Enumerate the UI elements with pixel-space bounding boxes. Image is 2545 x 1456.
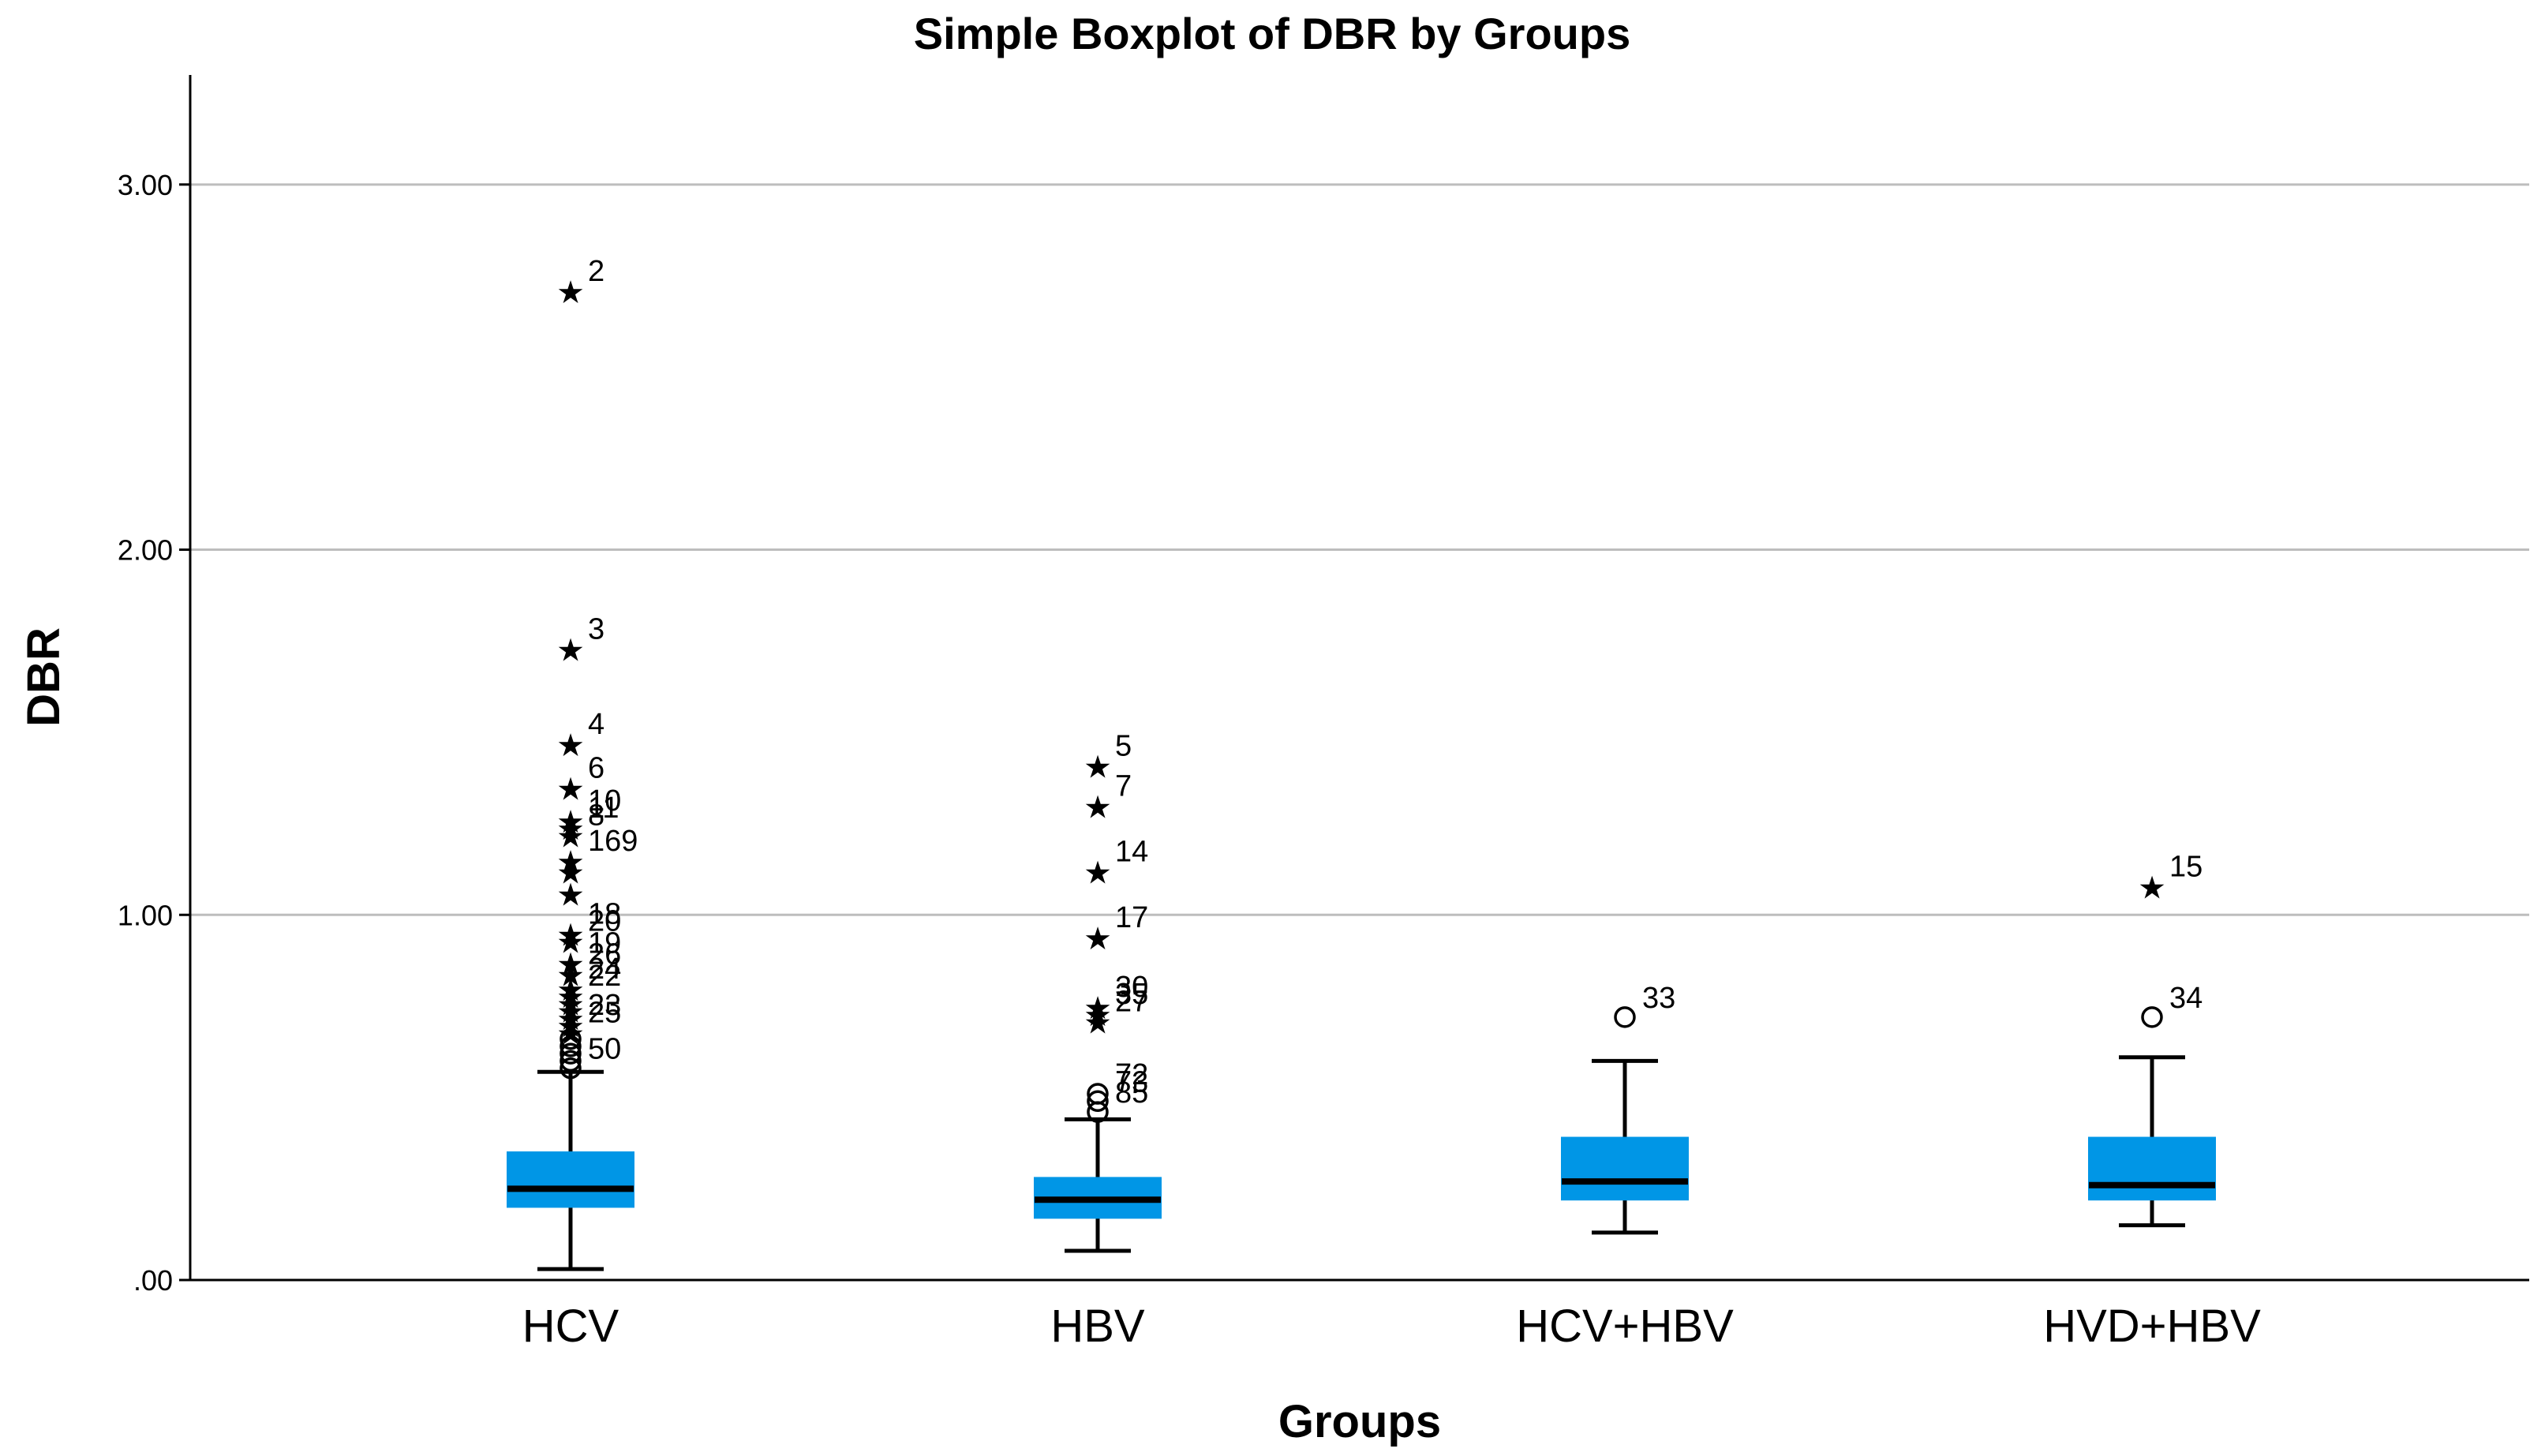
outlier-circle (1614, 1006, 1636, 1028)
outlier-circle (560, 1057, 582, 1080)
outlier-star: ★ (1083, 750, 1112, 786)
outlier-label: 17 (1115, 901, 1148, 934)
outlier-star: ★ (1083, 855, 1112, 892)
outlier-star: ★ (1083, 990, 1112, 1027)
y-axis-label: DBR (18, 627, 69, 727)
outlier-star: ★ (556, 275, 585, 311)
outlier-star: ★ (556, 811, 585, 848)
outlier-label: 22 (588, 960, 621, 993)
outlier-label: 5 (1115, 730, 1132, 763)
outlier-label: 6 (588, 751, 604, 784)
outlier-star: ★ (556, 728, 585, 764)
outlier-circle (560, 1042, 582, 1065)
iqr-box (2088, 1136, 2216, 1201)
outlier-circle (1087, 1090, 1109, 1113)
outlier-label: 20 (588, 905, 621, 938)
outlier-star: ★ (556, 979, 585, 1016)
outlier-star: ★ (556, 946, 585, 983)
outlier-star: ★ (2138, 870, 2166, 906)
outlier-label: 11 (588, 792, 619, 825)
chart-title: Simple Boxplot of DBR by Groups (914, 9, 1630, 58)
y-tick-label: 3.00 (118, 169, 173, 201)
boxes (507, 1055, 2216, 1271)
outlier-label: 23 (588, 989, 621, 1022)
outlier-label: 34 (2169, 982, 2203, 1015)
outlier-star: ★ (556, 957, 585, 994)
outlier-star: ★ (1083, 997, 1112, 1034)
gridlines (190, 183, 2529, 916)
outlier-circle (560, 1035, 582, 1057)
outlier-star: ★ (556, 1001, 585, 1038)
outlier-star: ★ (1083, 1005, 1112, 1041)
outlier-star: ★ (1083, 789, 1112, 825)
outlier-label: 169 (588, 825, 638, 858)
outlier-label: 85 (1115, 1076, 1148, 1110)
outlier-label: 4 (588, 708, 604, 741)
outlier-label: 26 (588, 938, 621, 971)
outlier-circle (560, 1050, 582, 1072)
outlier-star: ★ (556, 986, 585, 1023)
outlier-star: ★ (556, 632, 585, 668)
outlier-label: 25 (588, 996, 621, 1029)
outlier-star: ★ (1083, 921, 1112, 957)
outlier-label: 27 (1115, 985, 1148, 1018)
outlier-star: ★ (556, 855, 585, 892)
y-tick-labels: .00 1.00 2.00 3.00 (118, 169, 190, 1297)
outlier-star: ★ (556, 844, 585, 881)
outlier-label: 18 (588, 897, 621, 930)
outlier-circle (560, 1027, 582, 1050)
y-tick-label: 1.00 (118, 899, 173, 931)
outlier-label: 50 (588, 1033, 621, 1066)
outliers: ★2★3★4★6★10★11★8★169★★★18★20★19★26★24★22… (556, 255, 2203, 1123)
outlier-circle (1087, 1101, 1109, 1123)
outlier-label: 72 (1115, 1058, 1148, 1091)
outlier-star: ★ (556, 818, 585, 855)
outlier-star: ★ (556, 994, 585, 1031)
outlier-label: 30 (1115, 971, 1148, 1004)
outlier-label: 10 (588, 784, 621, 818)
x-tick-label: HBV (1050, 1301, 1145, 1352)
outlier-star: ★ (556, 878, 585, 914)
outlier-label: 35 (1115, 978, 1148, 1011)
outlier-circle (2141, 1006, 2163, 1028)
y-tick-label: .00 (133, 1264, 173, 1297)
outlier-star: ★ (556, 917, 585, 953)
box-group-hvd-hbv (2088, 1055, 2216, 1228)
outlier-star: ★ (556, 771, 585, 807)
x-tick-label: HCV (522, 1301, 619, 1352)
outlier-label: 8 (588, 799, 604, 832)
outlier-label: 2 (588, 255, 604, 288)
outlier-label: 15 (2169, 850, 2203, 883)
outlier-star: ★ (556, 925, 585, 961)
x-tick-label: HVD+HBV (2043, 1301, 2261, 1352)
outlier-label: 19 (588, 926, 621, 960)
outlier-label: 3 (588, 612, 604, 646)
outlier-label: 14 (1115, 836, 1148, 869)
x-tick-label: HCV+HBV (1516, 1301, 1734, 1352)
outlier-label: 7 (1115, 769, 1132, 803)
axes (189, 75, 2529, 1282)
y-tick-label: 2.00 (118, 534, 173, 567)
iqr-box (1561, 1136, 1689, 1201)
x-tick-labels: HCV HBV HCV+HBV HVD+HBV (522, 1301, 2261, 1352)
outlier-label: 33 (1642, 982, 1675, 1015)
iqr-box (507, 1151, 634, 1208)
outlier-star: ★ (556, 972, 585, 1009)
box-group-hcv (507, 1069, 634, 1271)
box-group-hbv (1034, 1117, 1162, 1253)
outlier-label: 24 (588, 953, 621, 986)
outlier-star: ★ (556, 804, 585, 840)
x-axis-label: Groups (1278, 1396, 1441, 1447)
outlier-label: 73 (1115, 1065, 1148, 1099)
box-group-hcv-hbv (1561, 1058, 1689, 1235)
